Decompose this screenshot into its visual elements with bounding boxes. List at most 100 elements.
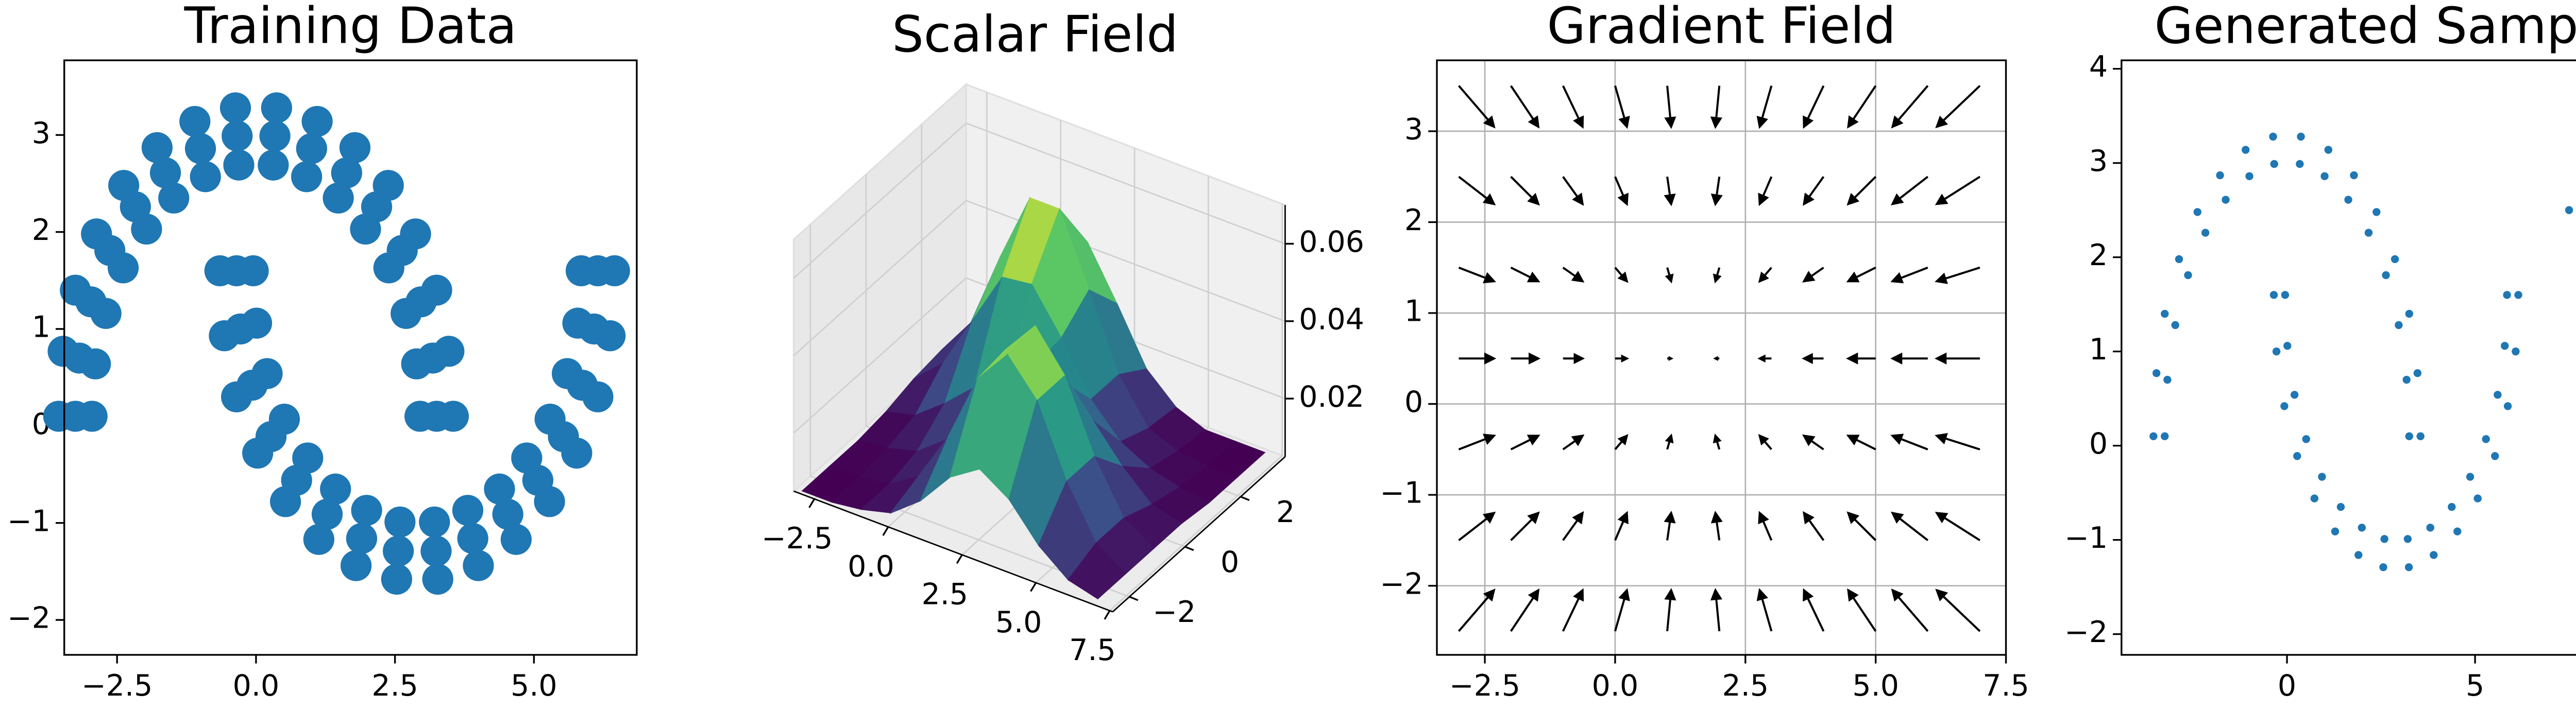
arrow [1935, 85, 1981, 129]
arrow [1562, 588, 1584, 632]
point [2512, 347, 2520, 356]
axis-line [1112, 456, 1286, 613]
x-tick-label: 0 [2278, 669, 2296, 703]
arrow [1615, 354, 1630, 363]
arrow [1664, 511, 1676, 541]
point [219, 92, 251, 124]
axes-frame [63, 59, 638, 656]
point [261, 92, 292, 124]
point [2358, 524, 2366, 532]
arrow [1459, 352, 1497, 365]
point [381, 563, 413, 595]
y-tick-label: 1 [2089, 333, 2108, 367]
arrow [1890, 266, 1928, 284]
point [2514, 291, 2522, 299]
point [2354, 551, 2363, 559]
z-tick-label: 0.02 [1299, 380, 1364, 414]
point [2413, 369, 2422, 377]
point [339, 132, 371, 163]
point [323, 182, 354, 214]
arrow [1890, 434, 1928, 451]
arrow [1935, 266, 1980, 284]
point [259, 120, 291, 152]
point [2380, 535, 2388, 543]
arrow [1614, 267, 1629, 283]
point [2350, 171, 2358, 180]
point [2416, 432, 2425, 441]
point [422, 563, 453, 595]
point [383, 535, 414, 567]
point [2318, 473, 2326, 481]
x-tick-label: 7.5 [1982, 669, 2029, 703]
point [2402, 375, 2411, 384]
point [296, 133, 327, 164]
arrow [1847, 588, 1877, 632]
x-tick [808, 498, 816, 508]
arrow [1847, 85, 1877, 129]
x-tick [1030, 582, 1037, 592]
point [47, 336, 79, 367]
point [484, 473, 515, 505]
point [209, 320, 240, 352]
point [60, 274, 91, 306]
point [500, 524, 532, 555]
arrow [1510, 588, 1540, 632]
z-tick-label: 0.06 [1299, 225, 1364, 259]
point [400, 218, 431, 250]
y-tick-label: −1 [1380, 476, 1423, 510]
point [2283, 341, 2292, 350]
point [2391, 255, 2399, 263]
point [341, 550, 372, 581]
y-tick-label: 2 [32, 213, 50, 247]
point [2405, 309, 2414, 318]
x-tick-label: −2.5 [1449, 669, 1520, 703]
point [2270, 160, 2278, 168]
point [2379, 563, 2387, 572]
point [2297, 132, 2305, 141]
point [269, 486, 301, 517]
chart-title: Scalar Field [892, 5, 1178, 63]
arrow [1713, 434, 1722, 450]
point [221, 381, 252, 412]
point [2161, 432, 2169, 441]
grid-line [793, 200, 967, 356]
point [599, 255, 630, 287]
arrow [1846, 511, 1877, 541]
y-tick-label: 1 [1404, 295, 1423, 328]
x-tick [882, 526, 889, 536]
arrow [1758, 434, 1772, 451]
arrow [1935, 176, 1981, 205]
point [582, 381, 614, 412]
point [2269, 291, 2278, 299]
point [303, 524, 334, 555]
point [223, 149, 255, 181]
point [2501, 341, 2509, 350]
point [258, 149, 289, 181]
arrow [1846, 352, 1876, 365]
y-tick [1240, 496, 1250, 501]
point [457, 523, 488, 554]
y-tick-label: −2 [1153, 595, 1196, 629]
y-tick-label: 1 [32, 310, 50, 344]
arrow [1458, 266, 1496, 284]
arrow [1802, 267, 1824, 283]
arrow [1756, 588, 1773, 632]
point [2281, 291, 2290, 299]
point [2395, 321, 2403, 330]
arrow [1510, 85, 1540, 129]
point [384, 506, 416, 538]
axes-frame [1436, 59, 2007, 656]
point [2430, 551, 2438, 559]
point [184, 133, 216, 164]
y-tick-label: 4 [2089, 50, 2108, 84]
point [2163, 375, 2172, 384]
point [420, 535, 452, 567]
point [2491, 452, 2499, 460]
arrow [1458, 434, 1496, 451]
arrow [1665, 434, 1674, 450]
x-tick-label: 0.0 [848, 549, 894, 583]
point [108, 170, 140, 201]
